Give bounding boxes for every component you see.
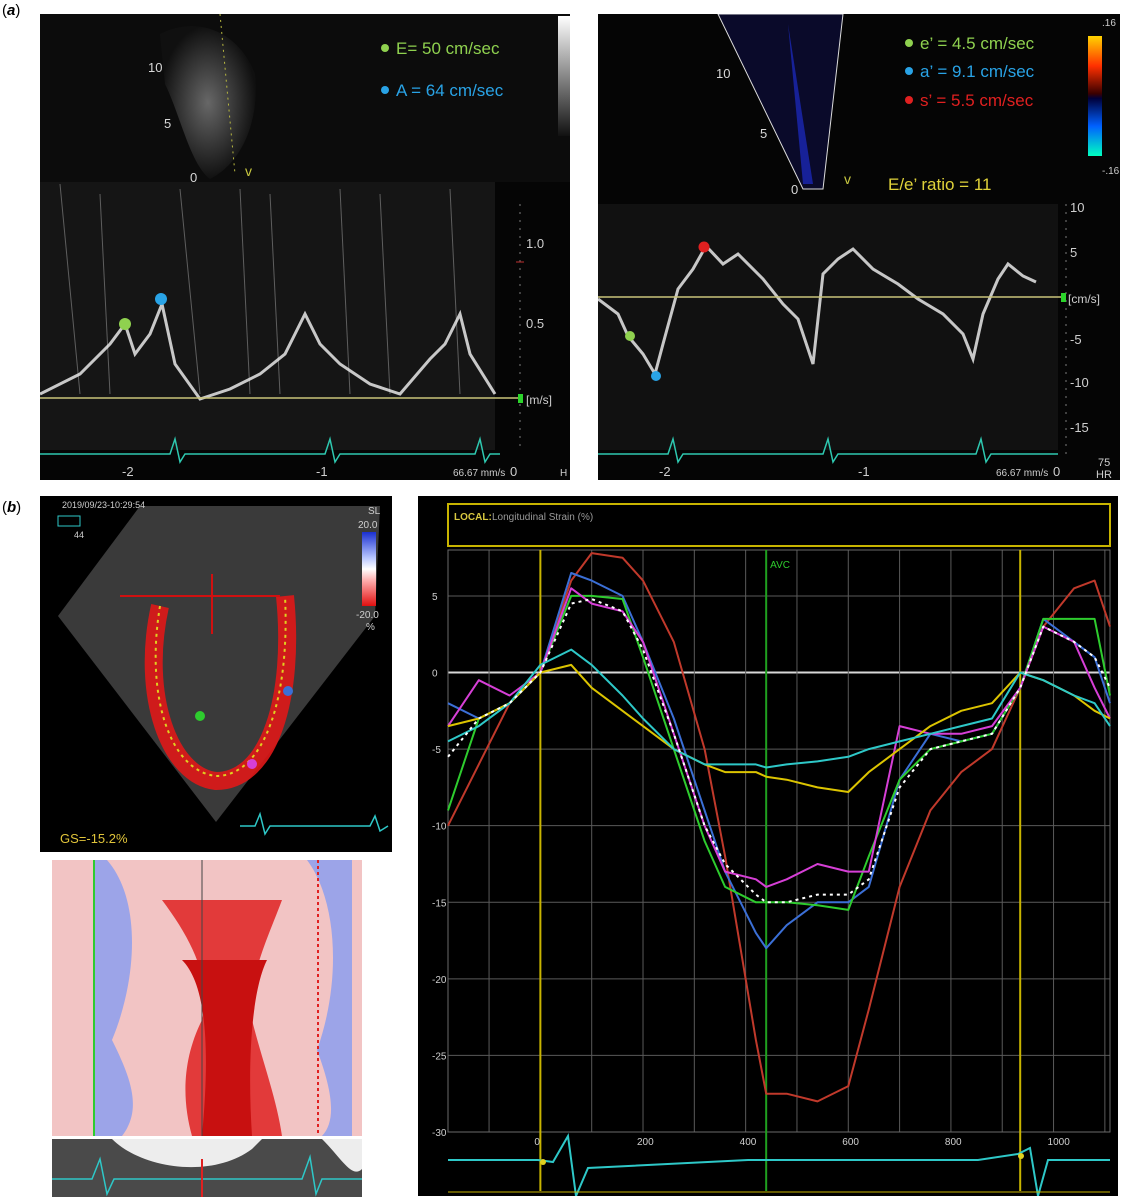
strain-color-map — [52, 860, 362, 1136]
strain-series-2 — [447, 594, 1111, 911]
depth-tick-0: 0 — [190, 170, 197, 185]
time-tick-neg1: -1 — [316, 464, 328, 479]
x-tick-label: 800 — [945, 1137, 962, 1148]
strain-series-3 — [447, 587, 1111, 888]
tdi-sample-marker: v — [844, 171, 851, 187]
e-e-prime-ratio: E/e’ ratio = 11 — [888, 175, 991, 194]
chart-header-box — [447, 503, 1111, 547]
scale-top: 20.0 — [358, 520, 378, 531]
tdi-sweep-speed: 66.67 mm/s — [996, 468, 1048, 479]
tdi-time-tick-0: 0 — [1053, 464, 1060, 479]
color-scale-bottom: -.16 — [1102, 166, 1120, 177]
frame-info: 44 — [74, 530, 84, 540]
s-prime-dot — [698, 241, 710, 253]
timestamp: 2019/09/23-10:29:54 — [62, 500, 145, 510]
scale-unit: % — [366, 622, 375, 633]
tdi-depth-tick-10: 10 — [716, 66, 730, 81]
frame-box — [57, 515, 81, 527]
sl-color-scale — [362, 532, 376, 606]
tdi-time-tick-neg1: -1 — [858, 464, 870, 479]
color-scale-top: .16 — [1102, 18, 1116, 29]
strain-series-0 — [447, 552, 1111, 1103]
velocity-unit: [m/s] — [526, 393, 552, 407]
y-tick-label: 0 — [432, 669, 438, 680]
panel-b-label: (b) — [2, 499, 22, 516]
y-tick-label: 5 — [432, 592, 438, 603]
y-tick-label: -20 — [432, 975, 447, 986]
a-wave-dot — [155, 293, 167, 305]
scale-bottom: -20.0 — [356, 610, 379, 621]
plot-frame — [447, 549, 1111, 1133]
tdi-tick-neg5: -5 — [1070, 332, 1082, 347]
tdi-velocity-unit: [cm/s] — [1068, 292, 1100, 306]
strain-chart: LOCAL: Longitudinal Strain (%) 5 0 -5 -10 -1… — [418, 496, 1118, 1200]
strain-series-4 — [447, 663, 1111, 793]
mini-ecg — [240, 811, 389, 836]
strain-series-5 — [447, 648, 1111, 769]
tdi-sector — [717, 13, 844, 190]
e-prime-dot — [625, 331, 635, 341]
y-tick-label: -30 — [432, 1128, 447, 1139]
tdi-depth-tick-0: 0 — [791, 182, 798, 197]
velocity-tick-0-5: 0.5 — [526, 316, 544, 331]
y-tick-label: -15 — [432, 898, 447, 909]
x-tick-label: 400 — [740, 1137, 757, 1148]
velocity-tick-1: 1.0 — [526, 236, 544, 251]
tdi-hr-label: HR — [1096, 469, 1112, 480]
global-strain-label: GS=-15.2% — [60, 831, 128, 846]
speckle-tracking-image: 2019/09/23-10:29:54 44 SL 20.0 -20.0 % G… — [40, 496, 392, 852]
legend-a-wave: A = 64 cm/sec — [396, 81, 504, 100]
e-wave-dot — [119, 318, 131, 330]
y-tick-label: -5 — [432, 745, 441, 756]
legend-s-prime: s’ = 5.5 cm/sec — [920, 91, 1034, 110]
strain-overlay — [144, 595, 297, 791]
y-tick-label: -25 — [432, 1051, 447, 1062]
tdi-tick-neg10: -10 — [1070, 375, 1089, 390]
scale-name: SL — [368, 506, 381, 517]
strain-series-6 — [447, 598, 1111, 904]
tdi-tick-5: 5 — [1070, 245, 1077, 260]
echo-sector — [58, 506, 380, 822]
chart-ecg — [448, 1132, 1110, 1200]
grayscale-bar — [558, 16, 570, 136]
time-tick-0: 0 — [510, 464, 517, 479]
avc-label: AVC — [770, 560, 790, 571]
mitral-inflow-doppler-image: 10 5 0 v E= 50 cm/sec A = 64 cm/sec 1.0 … — [39, 13, 570, 480]
tdi-tick-neg15: -15 — [1070, 420, 1089, 435]
depth-tick-5: 5 — [164, 116, 171, 131]
panel-a-label: (a) — [2, 2, 21, 19]
tissue-doppler-image: 10 5 0 v e’ = 4.5 cm/sec a’ = 9.1 cm/sec… — [597, 13, 1120, 481]
strain-series-1 — [447, 572, 1111, 950]
mmode-strip — [52, 1139, 362, 1197]
chart-header-prefix: LOCAL: — [454, 512, 492, 523]
x-tick-label: 0 — [534, 1137, 540, 1148]
legend-e-wave: E= 50 cm/sec — [396, 39, 500, 58]
depth-tick-10: 10 — [148, 60, 162, 75]
hr-value: 75 — [1098, 457, 1110, 469]
sweep-speed: 66.67 mm/s — [453, 468, 505, 479]
legend-a-prime: a’ = 9.1 cm/sec — [920, 62, 1035, 81]
hr-label: H — [560, 468, 567, 479]
tdi-color-scale — [1088, 36, 1102, 156]
a-prime-dot — [651, 371, 661, 381]
time-tick-neg2: -2 — [122, 464, 134, 479]
chart-header: Longitudinal Strain (%) — [492, 512, 593, 523]
x-tick-label: 200 — [637, 1137, 654, 1148]
tdi-tick-10: 10 — [1070, 200, 1084, 215]
legend-e-prime: e’ = 4.5 cm/sec — [920, 34, 1035, 53]
tdi-depth-tick-5: 5 — [760, 126, 767, 141]
x-tick-label: 600 — [842, 1137, 859, 1148]
tdi-time-tick-neg2: -2 — [659, 464, 671, 479]
x-tick-label: 1000 — [1048, 1137, 1071, 1148]
sample-marker: v — [245, 163, 252, 179]
y-tick-label: -10 — [432, 822, 447, 833]
